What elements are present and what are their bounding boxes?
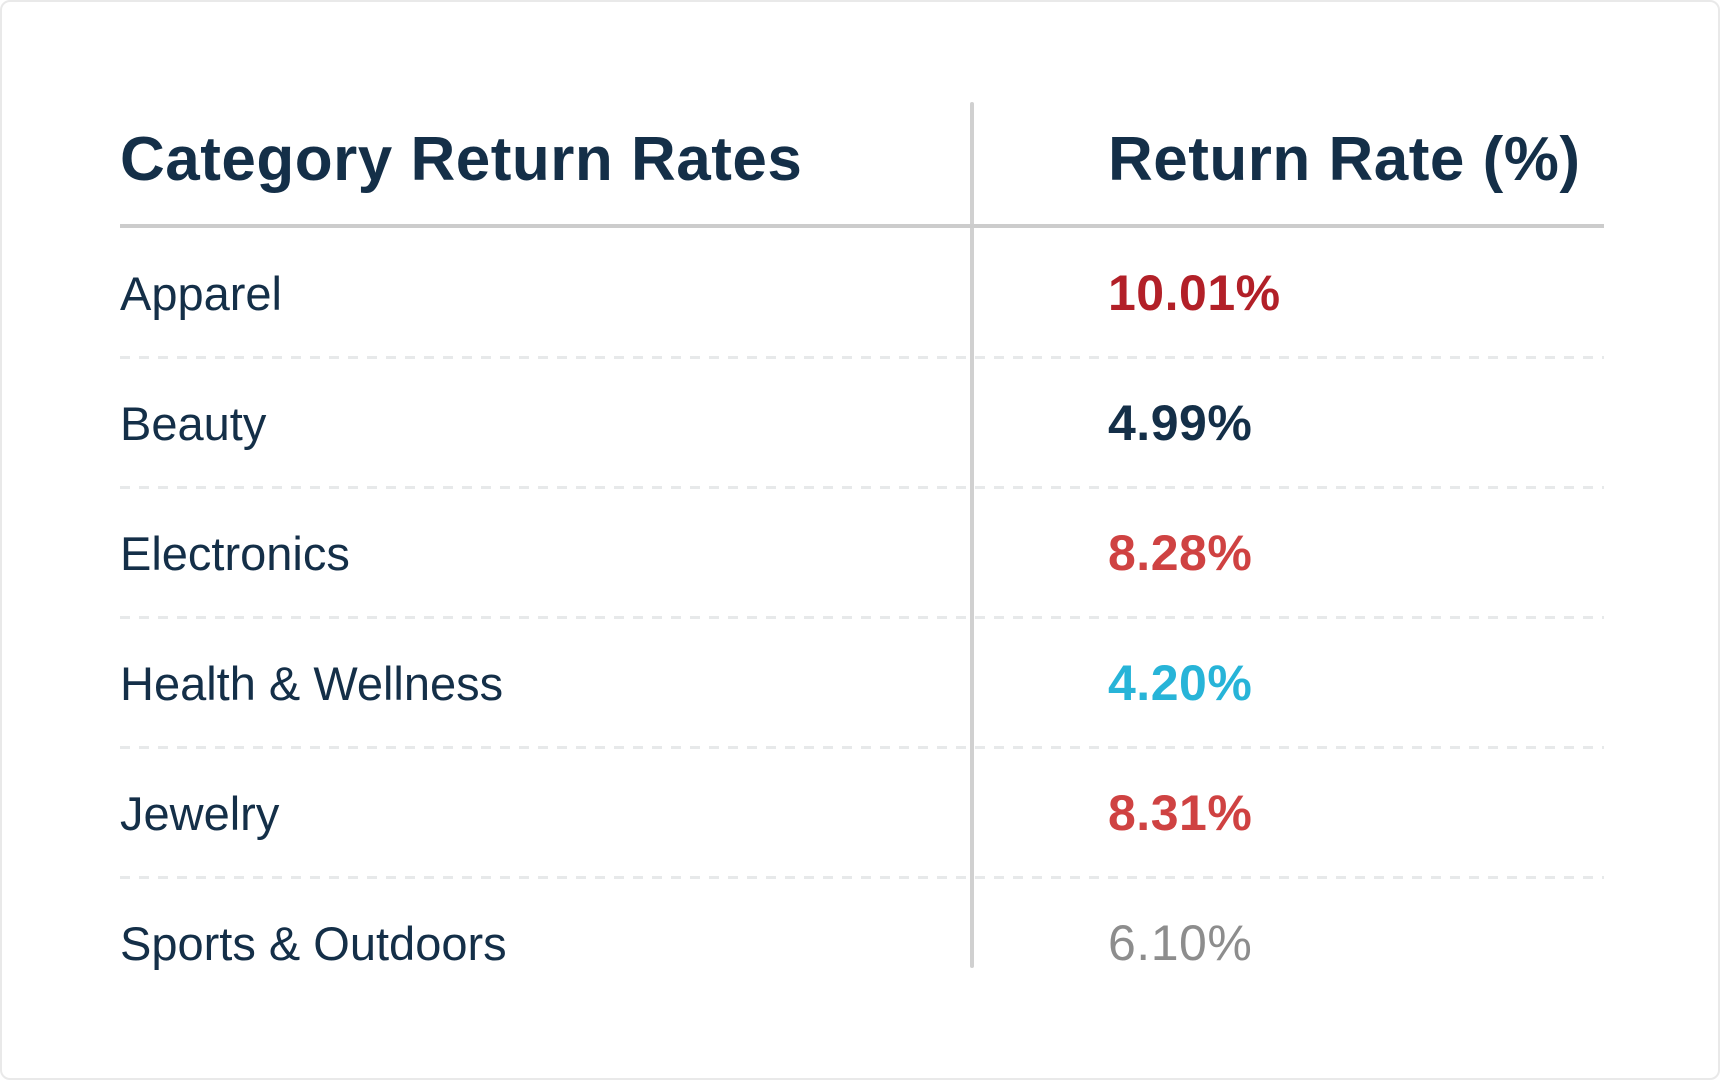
category-cell: Health & Wellness (120, 656, 504, 710)
category-cell: Jewelry (120, 786, 280, 840)
table-row: Jewelry 8.31% (120, 748, 1604, 879)
category-cell: Sports & Outdoors (120, 916, 507, 970)
table-row: Beauty 4.99% (120, 358, 1604, 489)
rate-cell: 6.10% (1108, 915, 1253, 971)
table-row: Health & Wellness 4.20% (120, 618, 1604, 749)
table-row: Electronics 8.28% (120, 488, 1604, 619)
table-title: Category Return Rates (120, 124, 803, 194)
rate-cell: 4.99% (1108, 395, 1253, 451)
rate-cell: 8.28% (1108, 525, 1253, 581)
rate-column-header: Return Rate (%) (1108, 124, 1581, 194)
rate-cell: 8.31% (1108, 785, 1253, 841)
rate-cell: 4.20% (1108, 655, 1253, 711)
table-row: Sports & Outdoors 6.10% (120, 878, 1604, 1008)
category-cell: Beauty (120, 396, 267, 450)
table-body: Apparel 10.01% Beauty 4.99% Electronics 8.28%… (120, 228, 1604, 1008)
category-cell: Apparel (120, 266, 282, 320)
table-header-row: Category Return Rates Return Rate (%) (120, 2, 1604, 228)
table-row: Apparel 10.01% (120, 228, 1604, 359)
return-rates-table: Category Return Rates Return Rate (%) Ap… (120, 2, 1604, 1008)
category-cell: Electronics (120, 526, 350, 580)
column-divider-line (970, 102, 974, 968)
rate-cell: 10.01% (1108, 265, 1281, 321)
